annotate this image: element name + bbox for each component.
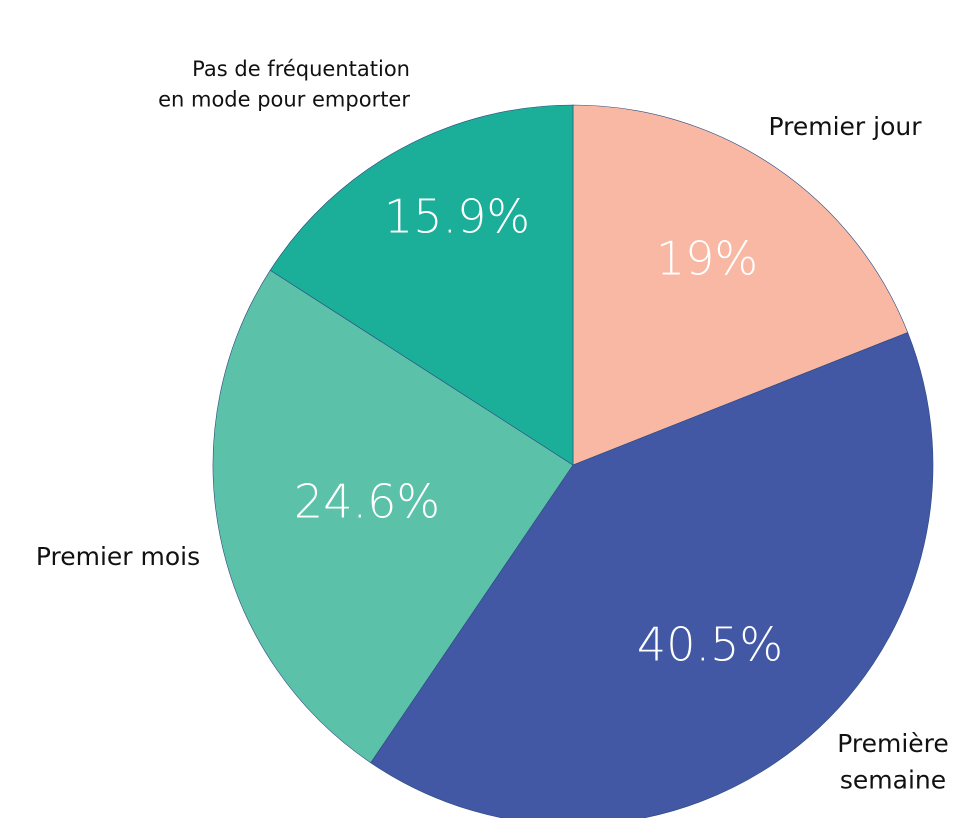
pie-slice xyxy=(269,104,574,466)
data-label: 15.9% xyxy=(384,190,530,244)
pie-slice xyxy=(572,104,909,466)
category-label: Première semaine xyxy=(837,729,949,794)
data-label: 24.6% xyxy=(294,475,440,529)
data-label: 40.5% xyxy=(637,618,783,672)
category-label: Pas de fréquentation en mode pour emporte… xyxy=(158,57,410,111)
pie-slice xyxy=(370,332,934,822)
data-label: 19% xyxy=(656,232,758,286)
category-label: Premier jour xyxy=(768,112,922,141)
category-label: Premier mois xyxy=(36,542,200,571)
pie-slice xyxy=(212,269,574,764)
